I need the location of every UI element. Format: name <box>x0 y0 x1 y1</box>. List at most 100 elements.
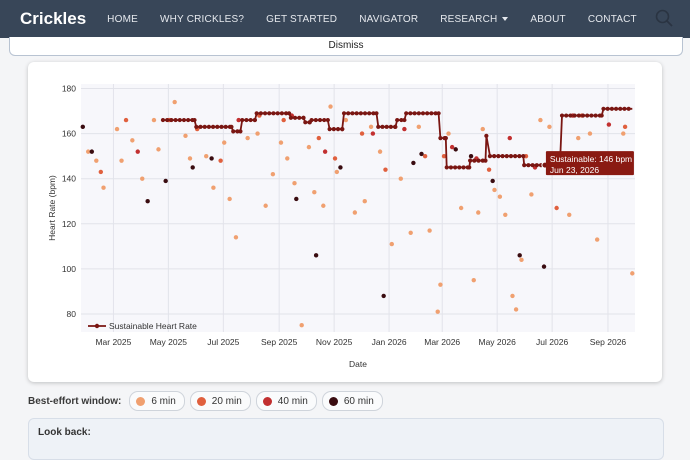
line-marker <box>244 117 249 123</box>
line-marker <box>341 111 347 116</box>
line-marker <box>517 154 522 159</box>
data-point <box>130 138 135 143</box>
line-marker <box>457 165 462 170</box>
nav-why-crickles[interactable]: WHY CRICKLES? <box>159 13 245 25</box>
line-marker <box>367 111 372 116</box>
line-marker <box>453 165 458 170</box>
line-marker <box>492 154 497 159</box>
tooltip-date: Jun 23, 2026 <box>550 165 599 175</box>
line-marker <box>303 120 308 125</box>
window-chip-6min[interactable]: 6 min <box>129 391 185 411</box>
window-chip-label: 60 min <box>343 395 374 407</box>
data-point <box>476 210 481 215</box>
line-marker <box>609 106 614 111</box>
data-point <box>497 194 503 199</box>
line-marker <box>580 113 586 118</box>
window-chip-60min[interactable]: 60 min <box>321 391 383 411</box>
line-marker <box>354 111 359 116</box>
data-point <box>343 117 349 123</box>
line-marker <box>177 117 182 123</box>
line-marker <box>589 113 594 118</box>
line-marker <box>335 126 341 132</box>
line-marker <box>438 136 443 141</box>
line-marker <box>317 117 323 123</box>
line-marker <box>384 124 389 129</box>
line-marker <box>371 111 376 116</box>
line-marker <box>235 129 240 134</box>
data-point <box>547 124 552 130</box>
heart-rate-chart[interactable]: 80 100 120 140 160 180 Mar 2025 May 2025 Jul 202… <box>28 62 662 382</box>
line-marker <box>327 126 332 132</box>
window-dot <box>196 396 206 406</box>
line-marker <box>388 124 393 129</box>
plot-area <box>81 84 635 332</box>
data-point <box>163 178 168 184</box>
data-point <box>490 178 495 184</box>
line-marker <box>160 117 166 123</box>
line-marker <box>476 158 481 163</box>
line-marker <box>288 115 293 120</box>
data-point <box>190 165 195 170</box>
line-marker <box>530 163 535 168</box>
line-marker <box>297 115 302 120</box>
y-tick-label: 160 <box>62 129 76 139</box>
data-point <box>446 131 451 136</box>
data-point <box>486 167 492 172</box>
line-marker <box>181 117 187 123</box>
line-marker <box>526 163 531 168</box>
data-point <box>480 126 485 132</box>
x-tick-label: Mar 2026 <box>424 337 460 347</box>
line-marker <box>309 117 314 123</box>
y-tick-label: 140 <box>62 174 76 184</box>
best-effort-window-selector: Best-effort window: 6 min 20 min 40 min … <box>28 391 388 411</box>
line-marker <box>267 111 272 116</box>
data-point <box>263 203 268 208</box>
data-point <box>427 228 432 233</box>
data-point <box>316 135 322 141</box>
data-point <box>135 149 140 154</box>
line-marker <box>593 113 598 118</box>
y-tick-label: 180 <box>62 84 76 94</box>
nav-research[interactable]: RESEARCH <box>440 14 509 25</box>
nav-about[interactable]: ABOUT <box>530 13 566 25</box>
window-chip-40min[interactable]: 40 min <box>255 391 317 411</box>
tooltip-box <box>545 151 634 176</box>
line-marker <box>408 111 413 116</box>
data-point <box>80 124 86 130</box>
nav-navigator[interactable]: NAVIGATOR <box>359 13 419 25</box>
line-marker <box>568 113 573 118</box>
line-marker <box>374 111 379 116</box>
window-chip-20min[interactable]: 20 min <box>189 391 251 411</box>
data-point <box>299 323 304 328</box>
data-point <box>218 158 223 163</box>
data-point <box>630 271 635 276</box>
nav-home[interactable]: HOME <box>107 13 138 25</box>
line-marker <box>194 124 199 129</box>
data-point <box>236 117 241 123</box>
line-marker <box>240 117 245 123</box>
line-marker <box>262 111 268 116</box>
data-point <box>312 190 317 195</box>
line-marker <box>416 111 421 116</box>
data-point <box>402 126 407 132</box>
line-marker <box>399 117 404 123</box>
nav-get-started[interactable]: GET STARTED <box>266 13 338 25</box>
data-point <box>408 230 413 235</box>
legend-label: Sustainable Heart Rate <box>109 321 197 331</box>
data-point <box>94 158 99 163</box>
data-point <box>383 167 388 172</box>
search-icon[interactable] <box>655 9 673 27</box>
data-point <box>621 131 626 136</box>
line-marker <box>165 117 170 123</box>
data-point <box>332 156 338 161</box>
brand-logo[interactable]: Crickles <box>20 9 87 28</box>
line-marker <box>292 115 298 120</box>
nav-contact[interactable]: CONTACT <box>587 13 637 25</box>
data-point <box>233 235 239 240</box>
line-marker <box>618 106 623 111</box>
line-marker <box>461 165 466 170</box>
line-marker <box>513 154 518 159</box>
line-marker <box>393 124 398 129</box>
dismiss-button[interactable]: Dismiss <box>9 37 683 56</box>
window-chip-label: 6 min <box>151 395 176 407</box>
